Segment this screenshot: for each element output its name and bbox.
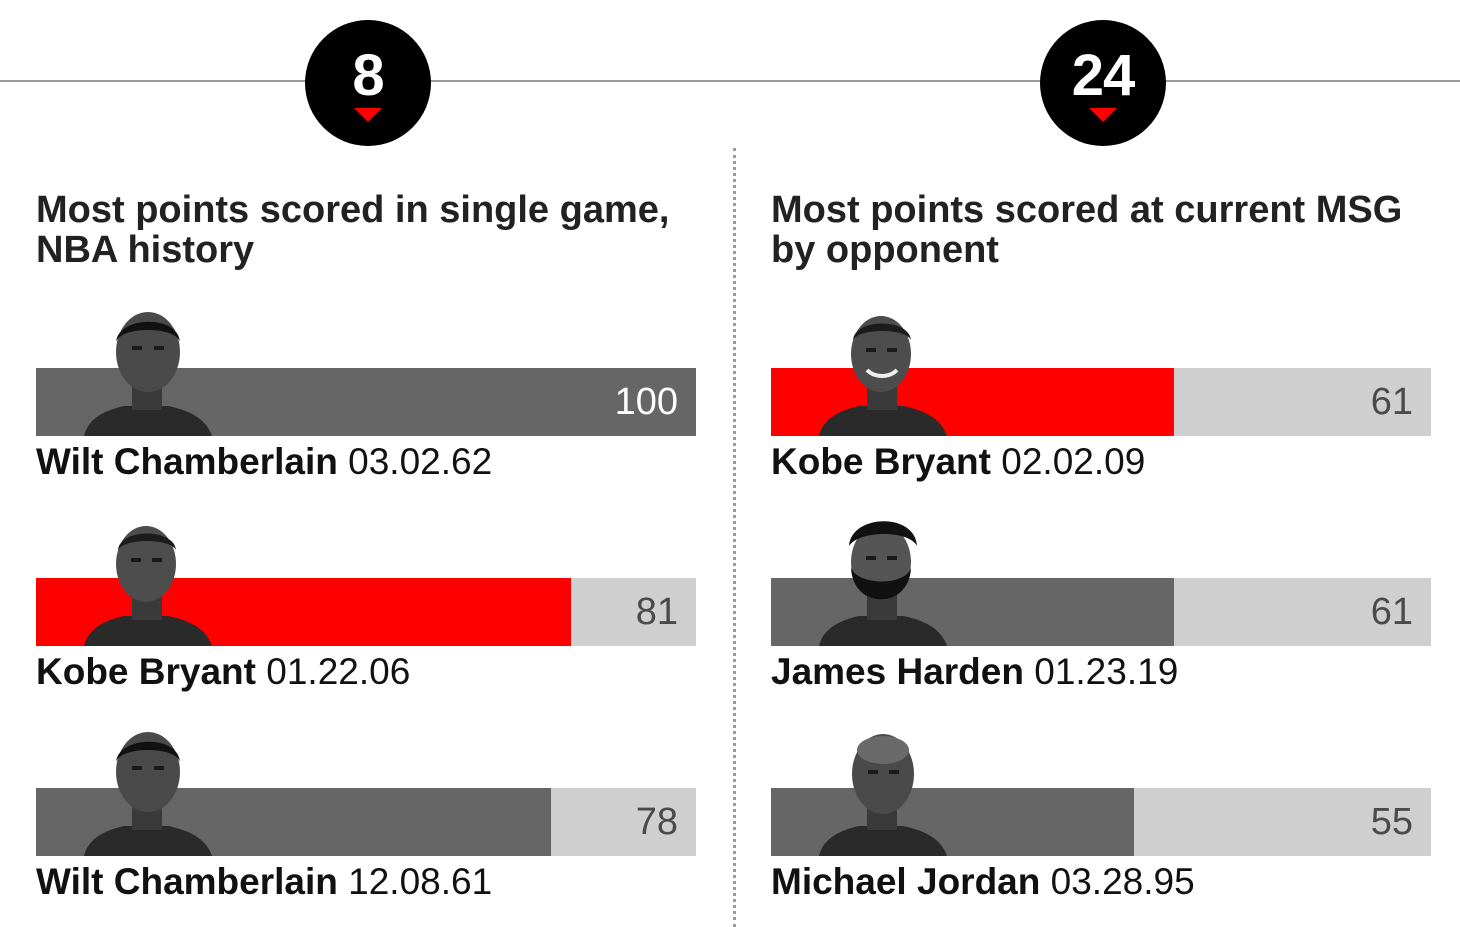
wilt-chamberlain-photo: [84, 732, 212, 856]
bar-value-label: 78: [635, 801, 678, 843]
bar-row-label: James Harden 01.23.19: [771, 651, 1178, 693]
bar-row-label: Wilt Chamberlain 12.08.61: [36, 861, 492, 903]
bar-value-label: 100: [614, 381, 678, 423]
chart-title: Most points scored at current MSG by opp…: [771, 189, 1403, 271]
bar-value-label: 55: [1370, 801, 1413, 843]
bar-row-label: Wilt Chamberlain 03.02.62: [36, 441, 492, 483]
game-date: 01.22.06: [266, 651, 411, 692]
james-harden-photo: [819, 521, 947, 646]
chart-title: Most points scored in single game, NBA h…: [36, 189, 670, 271]
badge-right: 24: [1040, 20, 1166, 146]
bar-row-label: Kobe Bryant 02.02.09: [771, 441, 1145, 483]
wilt-chamberlain-photo: [84, 312, 212, 436]
player-name: James Harden: [771, 651, 1024, 692]
player-name: Kobe Bryant: [771, 441, 991, 482]
bar-row-label: Kobe Bryant 01.22.06: [36, 651, 410, 693]
game-date: 03.02.62: [348, 441, 493, 482]
bar-row: 61 James Harden 01.23.19: [771, 506, 1436, 692]
bar-row: 61 Kobe Bryant 02.02.09: [771, 296, 1436, 482]
michael-jordan-photo: [819, 734, 947, 856]
game-date: 12.08.61: [348, 861, 493, 902]
kobe-bryant-photo: [819, 316, 947, 436]
bar-row: 55 Michael Jordan 03.28.95: [771, 716, 1436, 902]
badge-right-number: 24: [1071, 43, 1136, 108]
bar-value-label: 61: [1370, 591, 1413, 633]
player-name: Wilt Chamberlain: [36, 441, 338, 482]
header-rule: [0, 80, 1460, 82]
column-divider: [733, 148, 736, 927]
bar-row-label: Michael Jordan 03.28.95: [771, 861, 1195, 903]
badge-left-number: 8: [352, 43, 384, 108]
chart-msg-opponent: Most points scored at current MSG by opp…: [771, 0, 1436, 927]
player-name: Wilt Chamberlain: [36, 861, 338, 902]
bar-row: 100 Wilt Chamberlain 03.02.62: [36, 296, 701, 482]
game-date: 01.23.19: [1034, 651, 1179, 692]
game-date: 02.02.09: [1001, 441, 1146, 482]
game-date: 03.28.95: [1050, 861, 1195, 902]
badge-left-arrow-icon: [354, 108, 382, 122]
bar-row: 81 Kobe Bryant 01.22.06: [36, 506, 701, 692]
badge-left: 8: [305, 20, 431, 146]
player-name: Kobe Bryant: [36, 651, 256, 692]
badge-right-arrow-icon: [1089, 108, 1117, 122]
bar-value-label: 81: [635, 591, 678, 633]
chart-single-game: Most points scored in single game, NBA h…: [36, 0, 701, 927]
bar-value-label: 61: [1370, 381, 1413, 423]
kobe-bryant-photo: [84, 526, 212, 646]
bar-row: 78 Wilt Chamberlain 12.08.61: [36, 716, 701, 902]
player-name: Michael Jordan: [771, 861, 1041, 902]
